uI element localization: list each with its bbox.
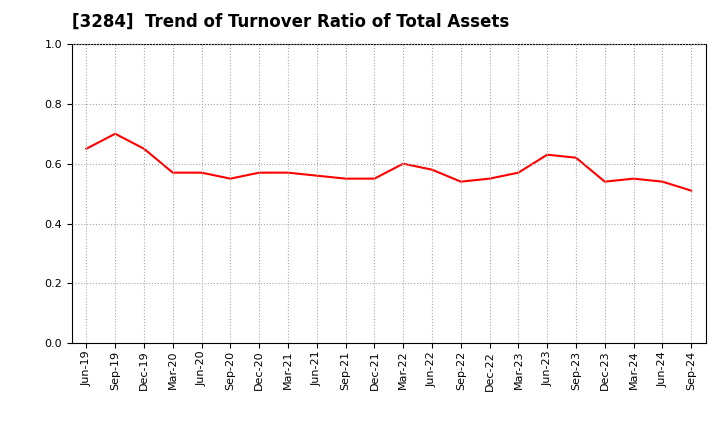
Text: [3284]  Trend of Turnover Ratio of Total Assets: [3284] Trend of Turnover Ratio of Total …	[72, 13, 509, 31]
